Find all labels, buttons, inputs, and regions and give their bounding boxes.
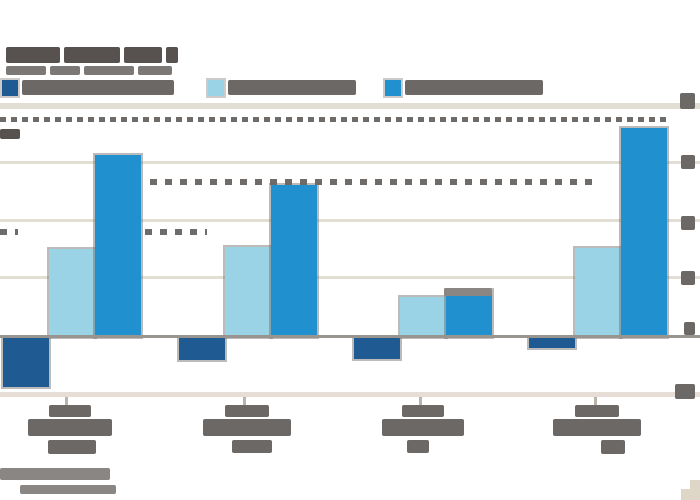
zero-baseline	[0, 335, 700, 338]
chart-header	[0, 0, 700, 100]
x-axis-label-redacted-group-2-line-1	[225, 405, 269, 417]
bar-group-1-legend-item-2-light-blue	[49, 249, 95, 337]
bar-group-3-legend-item-1-dark-blue	[354, 337, 400, 360]
legend-swatch-series-1	[2, 80, 18, 96]
y-axis-label-redacted-2	[681, 155, 695, 169]
bar-group-4-legend-item-3-medium-blue	[621, 128, 667, 337]
gridline-3	[0, 219, 700, 222]
x-axis-label-redacted-group-3-line-2	[382, 419, 464, 436]
x-axis-label-redacted-group-4-line-2	[553, 419, 641, 436]
y-axis-label-redacted-4	[681, 271, 695, 285]
bar-top-label-group-3	[444, 288, 492, 296]
legend-label-redacted-series-3	[405, 80, 543, 95]
bar-group-1-legend-item-1-dark-blue	[3, 337, 49, 388]
title-redacted-word-4	[166, 47, 178, 63]
x-axis-label-redacted-group-4-line-1	[575, 405, 619, 417]
subtitle-redacted-word-2	[50, 66, 80, 75]
title-redacted-word-1	[6, 47, 60, 63]
x-axis-label-redacted-group-3-line-3	[407, 440, 429, 453]
x-axis-label-redacted-group-1-line-1	[49, 405, 91, 417]
dotted-reference-line-1	[0, 117, 668, 122]
dotted-reference-line-4	[145, 229, 207, 235]
bar-group-4-legend-item-1-dark-blue	[529, 337, 575, 348]
gridline-5	[0, 392, 700, 397]
y-axis-label-redacted-3	[681, 216, 695, 230]
legend-label-redacted-series-1	[22, 80, 174, 95]
x-axis-tick-4	[594, 397, 597, 410]
logo-mark-1	[690, 480, 700, 500]
legend-swatch-series-3	[385, 80, 401, 96]
annotation-line2-block	[0, 129, 20, 139]
x-axis-tick-3	[419, 397, 422, 410]
chart-legend	[0, 0, 700, 100]
y-axis-label-redacted-6	[675, 384, 695, 399]
gridline-4	[0, 276, 700, 279]
x-axis-tick-1	[65, 397, 68, 410]
x-axis-label-redacted-group-3-line-1	[402, 405, 444, 417]
subtitle-redacted-word-3	[84, 66, 134, 75]
bar-group-4-legend-item-2-light-blue	[575, 248, 621, 337]
bar-group-3-legend-item-2-light-blue	[400, 297, 446, 337]
gridline-1	[0, 103, 700, 109]
subtitle-redacted-word-1	[6, 66, 46, 75]
y-axis-label-redacted-1	[680, 93, 695, 109]
bar-group-1-legend-item-3-medium-blue	[95, 155, 141, 337]
title-redacted-word-2	[64, 47, 120, 63]
source-redacted-line-2	[20, 485, 116, 494]
x-axis-label-redacted-group-1-line-3	[48, 440, 96, 454]
x-axis-tick-2	[243, 397, 246, 410]
legend-swatch-series-2	[208, 80, 224, 96]
title-redacted-word-3	[124, 47, 162, 63]
subtitle-redacted-word-4	[138, 66, 172, 75]
source-redacted-line-1	[0, 468, 110, 480]
gridline-2	[0, 161, 700, 164]
logo-mark-2	[681, 489, 690, 500]
x-axis-label-redacted-group-1-line-2	[28, 419, 112, 436]
legend-label-redacted-series-2	[228, 80, 356, 95]
bar-group-2-legend-item-3-medium-blue	[271, 184, 317, 337]
x-axis-label-redacted-group-4-line-3	[601, 440, 625, 454]
dotted-reference-line-3	[0, 229, 18, 235]
y-axis-label-redacted-5	[684, 322, 695, 335]
bar-group-3-legend-item-3-medium-blue	[446, 290, 492, 337]
bar-group-2-legend-item-2-light-blue	[225, 246, 271, 337]
bar-group-2-legend-item-1-dark-blue	[179, 337, 225, 360]
x-axis-label-redacted-group-2-line-2	[203, 419, 291, 436]
dotted-reference-line-2	[150, 179, 600, 185]
x-axis-label-redacted-group-2-line-3	[232, 440, 272, 453]
